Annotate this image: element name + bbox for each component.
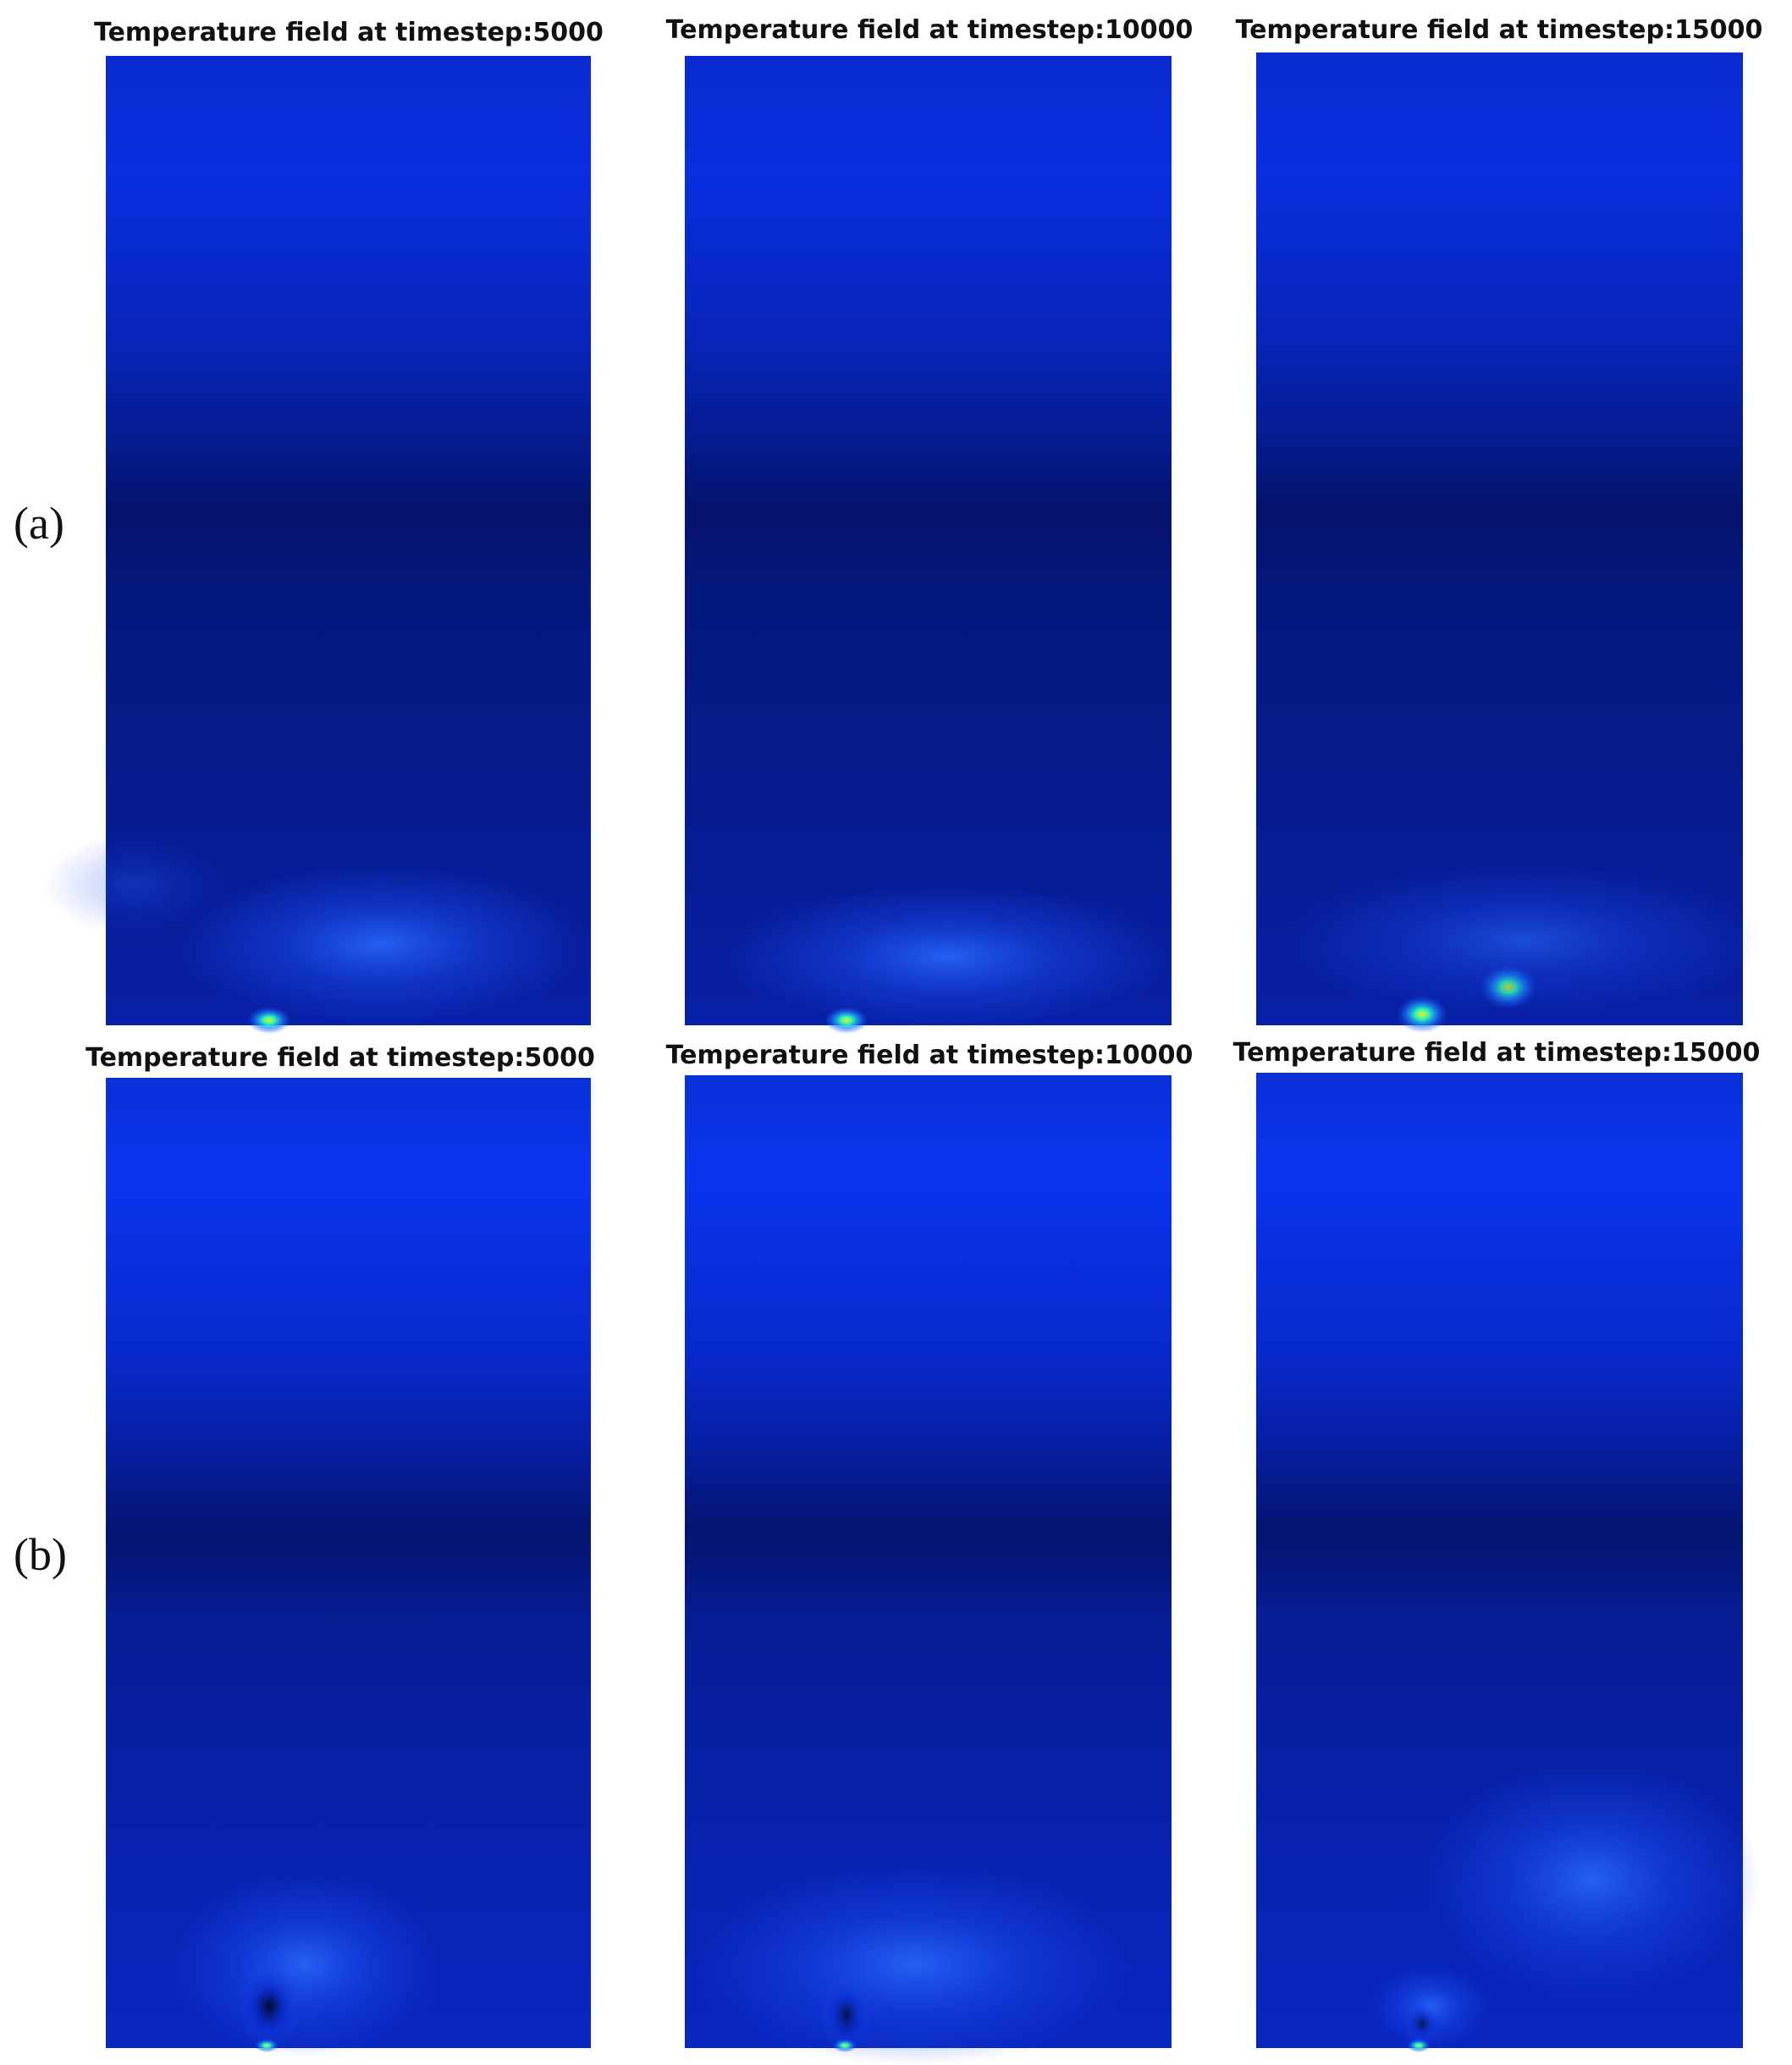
panel-title: Temperature field at timestep:15000 (1236, 15, 1763, 45)
panel-title: Temperature field at timestep:10000 (666, 1041, 1194, 1070)
field-panel (42, 56, 591, 1034)
field-panel (1256, 52, 1761, 1033)
row-label: (a) (14, 498, 64, 549)
panel-title: Temperature field at timestep:10000 (666, 15, 1194, 45)
panel-title: Temperature field at timestep:5000 (94, 18, 604, 47)
panel-title: Temperature field at timestep:5000 (85, 1043, 595, 1073)
field-panel (685, 1075, 1172, 2065)
row-label: (b) (14, 1529, 67, 1580)
field-panel (1256, 1073, 1761, 2052)
panel-title: Temperature field at timestep:15000 (1233, 1038, 1761, 1068)
field-panel (685, 56, 1172, 1034)
field-panel (106, 1078, 591, 2057)
